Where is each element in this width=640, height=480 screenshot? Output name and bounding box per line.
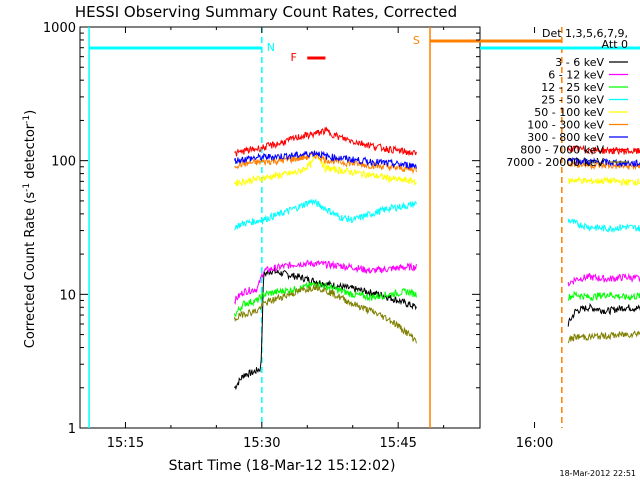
y-tick-label-0: 1 [68,422,76,437]
series-line-3-b [567,218,640,233]
y-axis-label-end: ) [23,110,38,115]
legend-label-8: 7000 - 20000 keV [506,156,604,169]
time-markers: N F S [88,27,640,428]
series-line-5-b [567,160,640,171]
x-tick-label-3: 16:00 [516,436,553,451]
marker-letter-f: F [290,51,296,64]
chart-title: HESSI Observing Summary Count Rates, Cor… [75,3,457,21]
series-line-4-b [567,175,640,187]
y-tick-label-3: 1000 [43,21,76,36]
legend-label-1: 6 - 12 keV [548,69,604,82]
legend-label-4: 50 - 100 keV [534,106,604,119]
legend-header-1: Att 0 [602,38,628,51]
footer-date: 18-Mar-2012 22:51 [560,469,637,478]
y-axis-label-mid: detector [23,123,38,183]
series-line-0-b [567,302,640,327]
series-line-4-a [234,151,417,187]
series-line-8-b [567,330,640,344]
plot-frame [79,26,481,429]
legend-label-6: 300 - 800 keV [527,131,604,144]
marker-letter-n: N [267,41,275,54]
series-line-2-a [234,281,417,317]
series-line-7-b [567,144,640,156]
x-axis-label: Start Time (18-Mar-12 15:12:02) [169,458,396,474]
series-line-5-a [234,152,417,175]
series-lines [234,126,640,391]
y-axis-label-main: Corrected Count Rate (s [23,192,38,349]
series-line-1-a [234,259,417,305]
series-line-1-b [567,272,640,287]
series-line-2-b [567,290,640,302]
legend-label-5: 100 - 300 keV [527,119,604,132]
marker-letter-s: S [413,34,420,47]
y-tick-label-2: 100 [51,155,76,170]
y-axis-label-exp2: -1 [22,115,32,124]
legend-label-7: 800 - 7000 keV [520,144,604,157]
x-tick-label-1: 15:30 [243,436,280,451]
y-axis-label-exp1: -1 [22,183,32,192]
legend-label-3: 25 - 50 keV [541,94,604,107]
legend-label-2: 12 - 25 keV [541,81,604,94]
series-line-3-a [234,198,417,231]
legend-header-0: Det 1,3,5,6,7,9, [542,27,628,40]
series-line-7-a [234,126,417,157]
series-line-8-a [234,283,417,344]
y-tick-label-1: 10 [59,288,76,303]
x-tick-label-0: 15:15 [107,436,144,451]
plot-border [79,26,481,429]
series-line-6-a [234,150,417,170]
axes: 15:1515:3015:4516:0016:1516:3016:4511010… [43,21,553,451]
x-tick-label-2: 15:45 [379,436,416,451]
legend-label-0: 3 - 6 keV [555,56,604,69]
y-axis-label: Corrected Count Rate (s-1 detector-1) [22,110,38,348]
